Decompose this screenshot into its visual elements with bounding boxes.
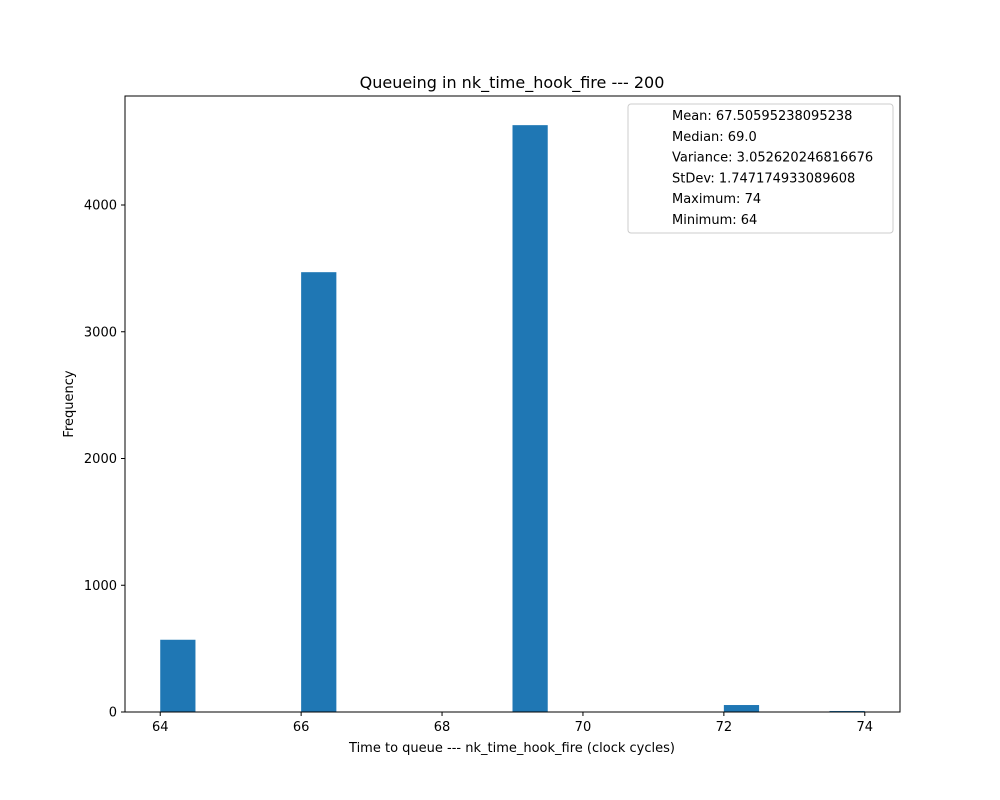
plot-frame [124,95,901,713]
legend-box [627,103,894,234]
y-tick-label: 4000 [84,199,117,214]
y-tick-label: 2000 [84,452,117,467]
histogram-bar [723,705,760,712]
legend-entry: Maximum: 74 [672,192,761,207]
x-axis-label: Time to queue --- nk_time_hook_fire (clo… [348,741,675,756]
y-tick-label: 1000 [84,579,117,594]
legend-entry: Minimum: 64 [672,213,757,228]
x-tick-label: 68 [434,720,451,735]
legend-entry: Variance: 3.052620246816676 [672,151,873,166]
x-tick-label: 66 [293,720,310,735]
bars-group [160,125,865,712]
legend-entry: Median: 69.0 [672,130,757,145]
y-tick-label: 0 [109,706,117,721]
histogram-bar [512,125,548,712]
legend-entry: StDev: 1.747174933089608 [672,171,855,186]
legend-entry: Mean: 67.50595238095238 [672,109,852,124]
histogram-bar [301,272,337,712]
histogram-bar [829,710,865,712]
x-tick-label: 72 [716,720,733,735]
x-axis: 64 66 68 70 72 74 [152,712,873,735]
y-axis: 0 1000 2000 3000 4000 [84,199,125,721]
histogram-bar [160,639,196,712]
x-tick-label: 74 [856,720,873,735]
y-tick-label: 3000 [84,325,117,340]
chart-title: Queueing in nk_time_hook_fire --- 200 [360,73,665,93]
legend: Mean: 67.50595238095238 Median: 69.0 Varia… [627,103,894,234]
x-tick-label: 64 [152,720,169,735]
y-axis-label: Frequency [62,370,77,437]
x-tick-label: 70 [575,720,592,735]
